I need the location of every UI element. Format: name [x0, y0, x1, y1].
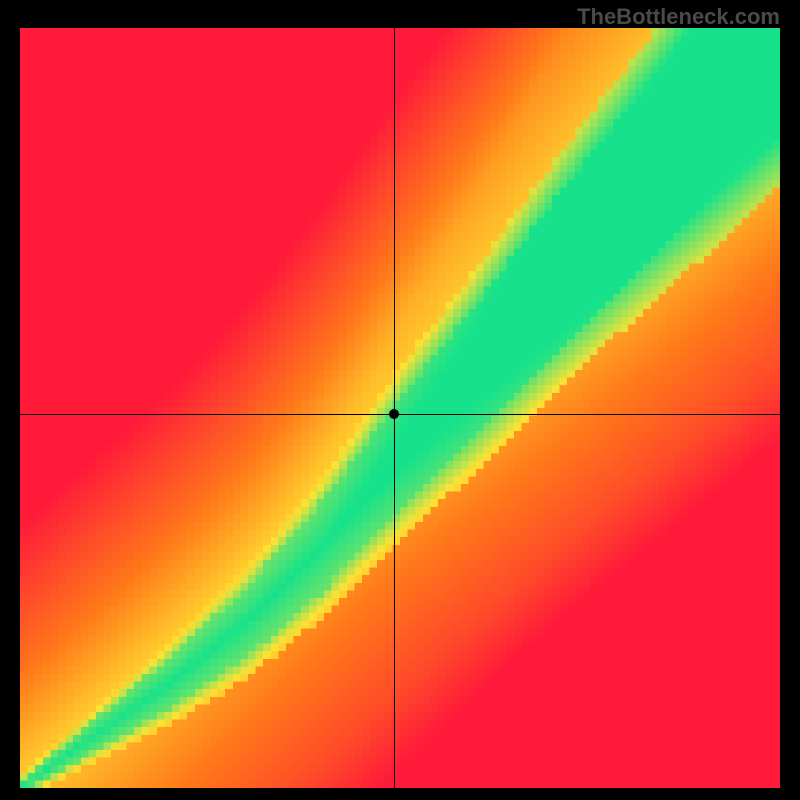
- crosshair-horizontal: [20, 414, 780, 415]
- heatmap-canvas: [20, 28, 780, 788]
- crosshair-vertical: [394, 28, 395, 788]
- crosshair-dot: [389, 409, 399, 419]
- watermark-text: TheBottleneck.com: [577, 4, 780, 30]
- plot-area: [20, 28, 780, 788]
